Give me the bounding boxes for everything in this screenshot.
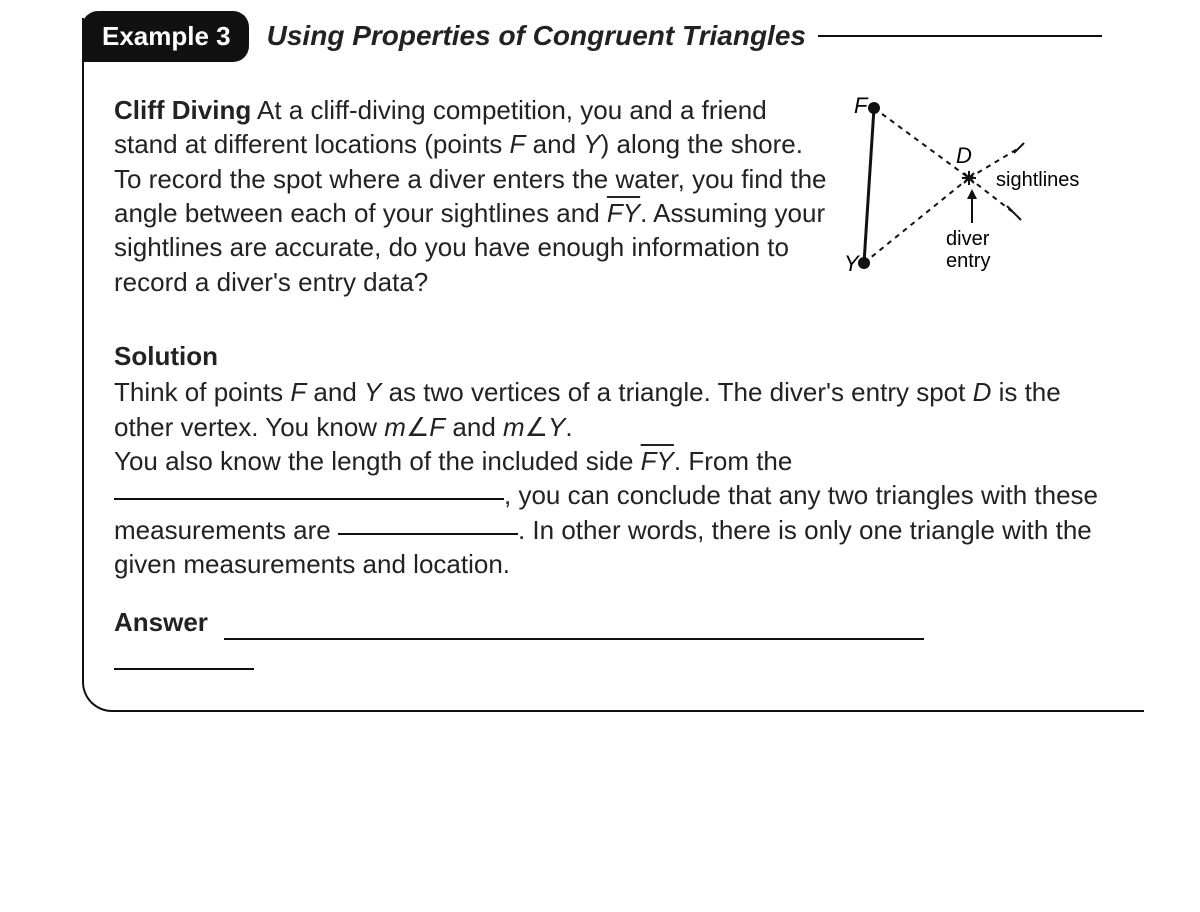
sightline-F [874,108,969,178]
label-Y: Y [844,251,860,276]
page: Example 3 Using Properties of Congruent … [0,0,1200,912]
problem-and: and [525,129,583,159]
fill-blank-1[interactable] [114,498,504,500]
label-F: F [854,93,869,118]
point-F-dot [868,102,880,114]
point-D-star [962,171,976,185]
sol-ang2: ∠ [525,412,548,442]
answer-label: Answer [114,605,208,639]
point-F-inline: F [510,129,526,159]
solution-body: Think of points F and Y as two vertices … [114,375,1104,581]
sol-m2: m [503,412,525,442]
sol-Y: Y [364,377,381,407]
example-header: Example 3 Using Properties of Congruent … [82,16,1102,67]
sol-D: D [973,377,992,407]
sol-angY: Y [548,412,565,442]
sol-seg-1: Think of points [114,377,290,407]
sol-ang1: ∠ [406,412,429,442]
point-Y-dot [858,257,870,269]
sol-seg-2: as two vertices of a triangle. The diver… [381,377,972,407]
fill-blank-2[interactable] [338,533,518,535]
problem-topic: Cliff Diving [114,95,251,125]
label-D: D [956,143,972,168]
sol-angF: F [429,412,445,442]
example-content: Cliff Diving At a cliff-diving competiti… [84,69,1104,670]
sol-seg-5: . From the [674,446,792,476]
example-box: Example 3 Using Properties of Congruent … [82,18,1144,712]
diagram-svg: F Y D sightlines diver entry [844,93,1104,313]
solution-heading: Solution [114,339,1104,373]
label-sightlines: sightlines [996,169,1079,191]
answer-blank-1[interactable] [224,638,924,640]
tick-1a [1014,143,1024,153]
problem-text: Cliff Diving At a cliff-diving competiti… [114,93,834,313]
diagram: F Y D sightlines diver entry [844,93,1104,313]
tick-2a [1007,206,1021,220]
label-entry: entry [946,250,990,272]
example-title: Using Properties of Congruent Triangles [267,20,806,52]
diver-arrow-head [967,189,977,199]
sol-seg-4: You also know the length of the included… [114,446,641,476]
shore-line [864,108,874,263]
example-number-tag: Example 3 [82,11,249,62]
point-Y-inline: Y [583,129,600,159]
segment-FY-1: FY [607,198,640,228]
sol-and-2: and [445,412,503,442]
segment-FY-2: FY [641,446,674,476]
answer-blank-2[interactable] [114,668,254,670]
answer-row: Answer [114,605,1104,669]
sol-and-1: and [306,377,364,407]
header-rule [818,35,1102,37]
sol-F: F [290,377,306,407]
sol-m1: m [384,412,406,442]
sol-period1: . [565,412,572,442]
problem-row: Cliff Diving At a cliff-diving competiti… [114,93,1104,313]
label-diver: diver [946,228,990,250]
